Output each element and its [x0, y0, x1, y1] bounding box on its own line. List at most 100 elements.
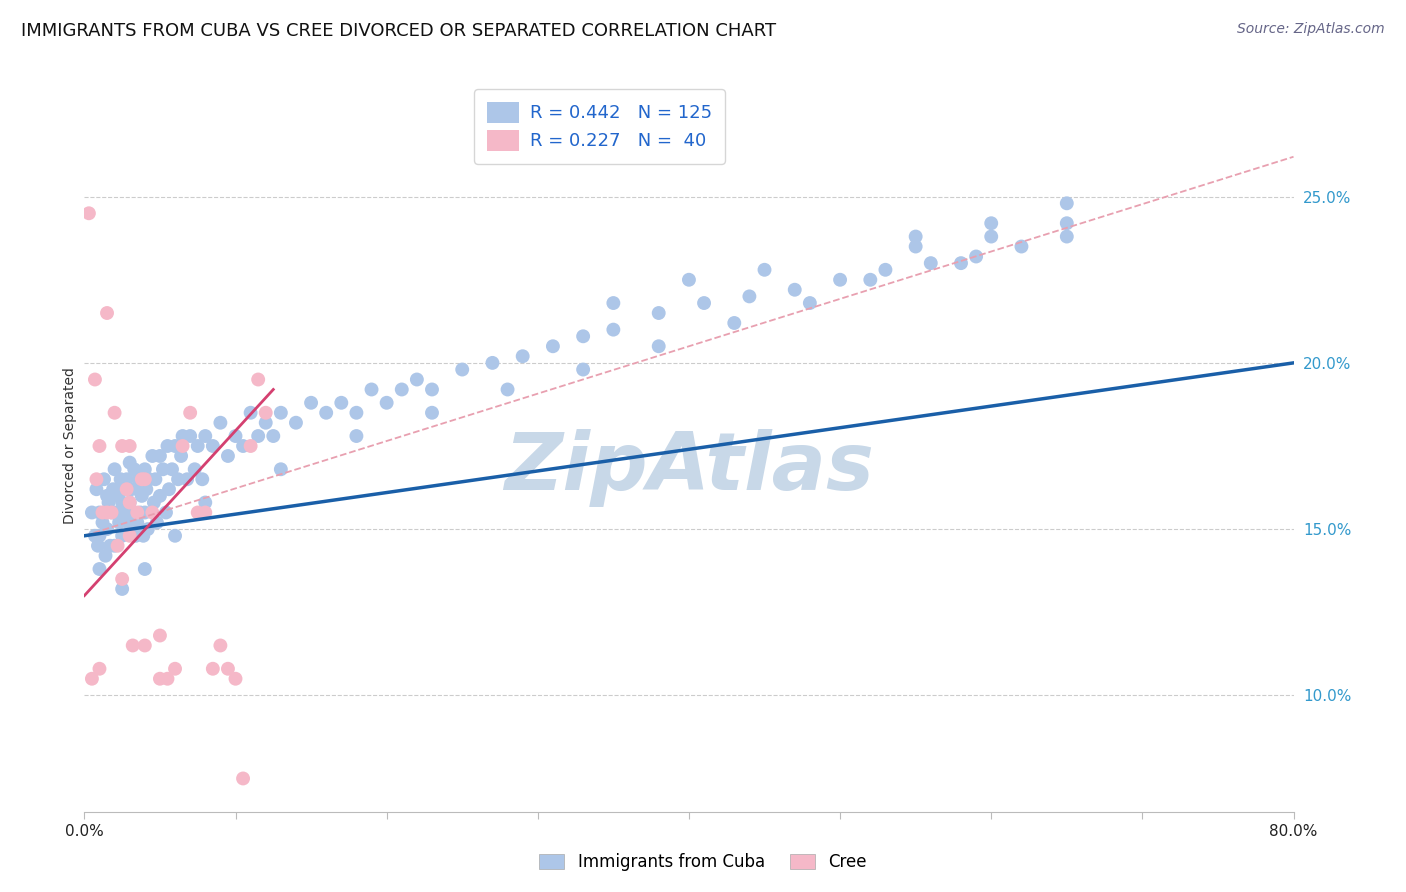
Point [131, 472, 153, 486]
Point [194, 429, 217, 443]
Point [104, 406, 127, 420]
Point [239, 406, 262, 420]
Point [107, 539, 129, 553]
Legend: R = 0.442   N = 125, R = 0.227   N =  40: R = 0.442 N = 125, R = 0.227 N = 40 [474, 89, 725, 163]
Point [125, 529, 148, 543]
Point [97, 495, 120, 509]
Point [1056, 229, 1078, 244]
Point [194, 506, 217, 520]
Point [738, 289, 761, 303]
Point [232, 772, 254, 786]
Point [94, 549, 117, 563]
Point [141, 506, 163, 520]
Point [132, 529, 155, 543]
Point [155, 506, 177, 520]
Point [121, 506, 143, 520]
Point [239, 439, 262, 453]
Point [127, 482, 149, 496]
Point [830, 273, 852, 287]
Point [145, 472, 167, 486]
Point [179, 429, 201, 443]
Point [420, 406, 443, 420]
Point [904, 229, 927, 244]
Point [980, 229, 1002, 244]
Point [541, 339, 564, 353]
Point [118, 529, 141, 543]
Point [156, 439, 179, 453]
Point [391, 383, 413, 397]
Point [96, 506, 118, 520]
Point [89, 506, 111, 520]
Point [86, 482, 108, 496]
Point [80, 672, 103, 686]
Point [120, 482, 142, 496]
Point [104, 539, 127, 553]
Point [165, 662, 187, 676]
Point [346, 406, 368, 420]
Point [149, 489, 172, 503]
Point [176, 472, 198, 486]
Point [209, 639, 232, 653]
Point [172, 429, 194, 443]
Point [247, 429, 270, 443]
Point [107, 489, 129, 503]
Point [118, 495, 141, 509]
Point [1011, 239, 1033, 253]
Point [299, 396, 322, 410]
Point [330, 396, 353, 410]
Point [1056, 216, 1078, 230]
Point [270, 462, 292, 476]
Point [187, 439, 209, 453]
Point [179, 406, 201, 420]
Point [100, 506, 122, 520]
Point [110, 472, 132, 486]
Point [87, 539, 110, 553]
Point [117, 516, 139, 530]
Point [572, 329, 595, 343]
Point [496, 383, 519, 397]
Point [111, 572, 134, 586]
Point [201, 662, 224, 676]
Point [149, 628, 172, 642]
Point [156, 672, 179, 686]
Point [115, 482, 138, 496]
Point [799, 296, 821, 310]
Point [93, 472, 115, 486]
Point [134, 562, 156, 576]
Point [112, 482, 135, 496]
Point [84, 529, 107, 543]
Point [89, 662, 111, 676]
Point [187, 506, 209, 520]
Point [980, 216, 1002, 230]
Point [134, 472, 156, 486]
Point [254, 406, 277, 420]
Point [111, 529, 134, 543]
Point [172, 439, 194, 453]
Point [602, 296, 624, 310]
Point [135, 482, 157, 496]
Point [152, 462, 174, 476]
Point [141, 449, 163, 463]
Point [104, 506, 127, 520]
Point [96, 489, 118, 503]
Point [451, 362, 474, 376]
Point [136, 522, 159, 536]
Point [127, 506, 149, 520]
Point [201, 439, 224, 453]
Point [118, 456, 141, 470]
Point [420, 383, 443, 397]
Legend: Immigrants from Cuba, Cree: Immigrants from Cuba, Cree [531, 845, 875, 880]
Point [167, 472, 190, 486]
Point [232, 439, 254, 453]
Point [134, 506, 156, 520]
Point [111, 439, 134, 453]
Point [723, 316, 745, 330]
Point [127, 516, 149, 530]
Point [134, 639, 156, 653]
Point [270, 406, 292, 420]
Point [678, 273, 700, 287]
Point [89, 529, 111, 543]
Point [191, 472, 214, 486]
Point [115, 472, 138, 486]
Point [142, 495, 165, 509]
